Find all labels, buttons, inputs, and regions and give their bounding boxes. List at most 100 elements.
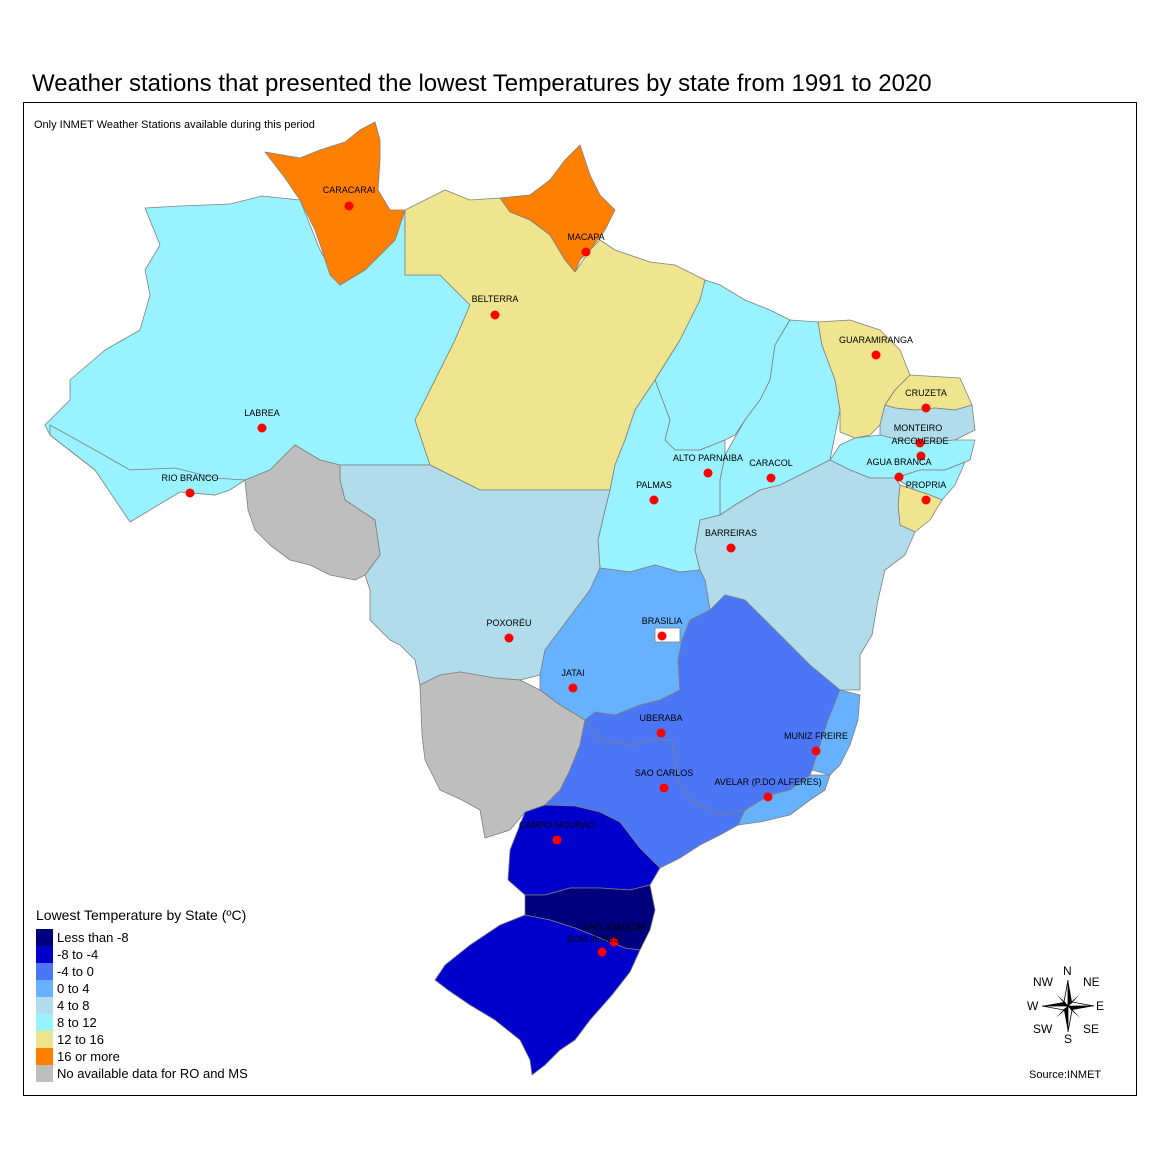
map-subtitle: Only INMET Weather Stations available du… (34, 119, 315, 131)
station-marker[interactable] (871, 350, 881, 360)
station-label: BELTERRA (472, 294, 519, 304)
legend-label: 4 to 8 (57, 998, 90, 1013)
legend-swatch (36, 963, 53, 980)
station-label: CRUZETA (905, 388, 947, 398)
station-marker[interactable] (185, 488, 195, 498)
state-espirito-santo[interactable] (811, 689, 861, 776)
station-label: CARACOL (749, 458, 793, 468)
legend-item: No available data for RO and MS (36, 1065, 248, 1082)
legend-item: 0 to 4 (36, 980, 248, 997)
station-marker[interactable] (657, 631, 667, 641)
station-label: AVELAR (P.DO ALFERES) (714, 777, 821, 787)
station-marker[interactable] (568, 683, 578, 693)
station-label: CARACARAI (323, 185, 376, 195)
station-label: ALTO PARNAIBA (673, 453, 743, 463)
legend-swatch (36, 980, 53, 997)
legend-item: 16 or more (36, 1048, 248, 1065)
compass-sw: SW (1033, 1022, 1053, 1036)
compass-rose: N S E W NE NW SE SW (1025, 962, 1115, 1052)
station-label: BARREIRAS (705, 528, 757, 538)
station-label: ARCOVERDE (891, 436, 948, 446)
station-marker[interactable] (649, 495, 659, 505)
legend-label: 16 or more (57, 1049, 120, 1064)
station-marker[interactable] (257, 423, 267, 433)
legend-label: -8 to -4 (57, 947, 99, 962)
state-rio-de-janeiro[interactable] (737, 774, 831, 826)
station-label: SAO CARLOS (635, 768, 694, 778)
legend-swatch (36, 1014, 53, 1031)
legend-label: No available data for RO and MS (57, 1066, 248, 1081)
legend-label: 0 to 4 (57, 981, 90, 996)
legend-swatch (36, 1031, 53, 1048)
legend-swatch (36, 1048, 53, 1065)
legend-item: Less than -8 (36, 929, 248, 946)
state-roraima[interactable] (264, 121, 406, 286)
station-marker[interactable] (552, 835, 562, 845)
legend-label: Less than -8 (57, 930, 129, 945)
station-label: PALMAS (636, 480, 672, 490)
station-label: JATAI (561, 668, 584, 678)
source-note: Source:INMET (1029, 1069, 1102, 1081)
compass-ne: NE (1083, 975, 1100, 989)
station-marker[interactable] (504, 633, 514, 643)
station-label: MUNIZ FREIRE (784, 731, 848, 741)
legend-item: 4 to 8 (36, 997, 248, 1014)
station-marker[interactable] (656, 728, 666, 738)
legend-item: -8 to -4 (36, 946, 248, 963)
compass-e: E (1096, 999, 1105, 1013)
station-label: CAMPO MOURAO (519, 820, 595, 830)
station-marker[interactable] (726, 543, 736, 553)
legend-title: Lowest Temperature by State (ºC) (36, 907, 247, 923)
station-marker[interactable] (597, 947, 607, 957)
legend-label: 12 to 16 (57, 1032, 104, 1047)
compass-w: W (1027, 999, 1039, 1013)
station-marker[interactable] (763, 792, 773, 802)
state-rondonia[interactable] (244, 444, 381, 581)
compass-se: SE (1083, 1022, 1100, 1036)
station-label: AGUA BRANCA (866, 457, 931, 467)
station-marker[interactable] (894, 472, 904, 482)
station-label: SAO JOAQUIM (583, 922, 646, 932)
station-marker[interactable] (921, 495, 931, 505)
legend-swatch (36, 929, 53, 946)
station-marker[interactable] (609, 937, 619, 947)
station-marker[interactable] (921, 403, 931, 413)
station-label: POXORÉU (486, 618, 531, 628)
legend-item: 12 to 16 (36, 1031, 248, 1048)
station-marker[interactable] (703, 468, 713, 478)
legend-swatch (36, 946, 53, 963)
legend-label: 8 to 12 (57, 1015, 97, 1030)
station-marker[interactable] (490, 310, 500, 320)
station-marker[interactable] (581, 247, 591, 257)
legend-item: -4 to 0 (36, 963, 248, 980)
legend-swatch (36, 1065, 53, 1082)
station-label: UBERABA (639, 713, 682, 723)
compass-star-icon (1041, 979, 1095, 1033)
station-marker[interactable] (915, 438, 925, 448)
station-marker[interactable] (811, 746, 821, 756)
state-acre[interactable] (49, 424, 246, 523)
station-label: BRASILIA (642, 616, 683, 626)
station-label: MONTEIRO (894, 423, 943, 433)
station-label: BOM JESUS (567, 934, 619, 944)
legend: Lowest Temperature by State (ºC) Less th… (36, 907, 248, 1082)
station-marker[interactable] (344, 201, 354, 211)
legend-swatch (36, 997, 53, 1014)
compass-n: N (1063, 964, 1072, 978)
station-marker[interactable] (659, 783, 669, 793)
station-label: LABREA (244, 408, 280, 418)
station-label: GUARAMIRANGA (839, 335, 913, 345)
station-label: RIO BRANCO (161, 473, 218, 483)
station-marker[interactable] (916, 451, 926, 461)
legend-item: 8 to 12 (36, 1014, 248, 1031)
state-sao-paulo[interactable] (544, 719, 746, 869)
station-layer: CARACARAI MACAPA BELTERRA LABREA RIO BRANCO G… (161, 185, 949, 957)
station-label: MACAPA (567, 232, 604, 242)
map-frame (23, 102, 1137, 1096)
compass-s: S (1064, 1032, 1073, 1046)
compass-nw: NW (1033, 975, 1053, 989)
map-title: Weather stations that presented the lowe… (32, 70, 932, 97)
legend-label: -4 to 0 (57, 964, 94, 979)
station-marker[interactable] (766, 473, 776, 483)
